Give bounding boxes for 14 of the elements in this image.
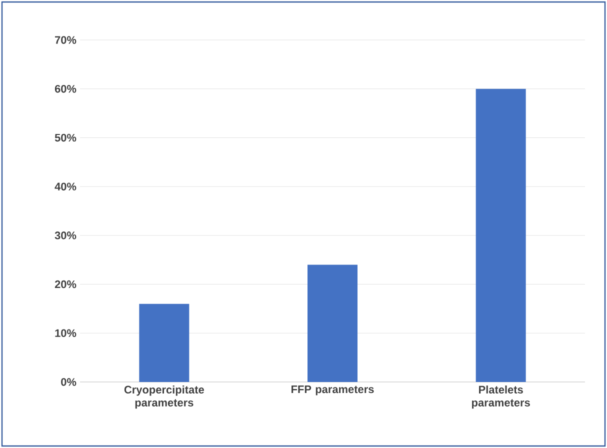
y-tick-label: 30% bbox=[54, 232, 76, 240]
y-tick-label: 20% bbox=[54, 280, 76, 288]
x-tick-label: Platelets parameters bbox=[472, 386, 530, 409]
bar bbox=[476, 88, 526, 382]
y-tick-label: 0% bbox=[61, 378, 76, 386]
x-tick-label: FFP parameters bbox=[292, 386, 374, 396]
y-tick-label: 50% bbox=[54, 134, 76, 142]
y-tick-label: 40% bbox=[54, 182, 76, 190]
y-tick-label: 10% bbox=[55, 329, 76, 338]
bar bbox=[308, 264, 358, 382]
y-tick-label: 60% bbox=[54, 84, 76, 93]
y-tick-label: 70% bbox=[55, 36, 76, 44]
bar bbox=[139, 304, 190, 382]
x-tick-label: Cryopercipitate parameters bbox=[124, 386, 204, 409]
